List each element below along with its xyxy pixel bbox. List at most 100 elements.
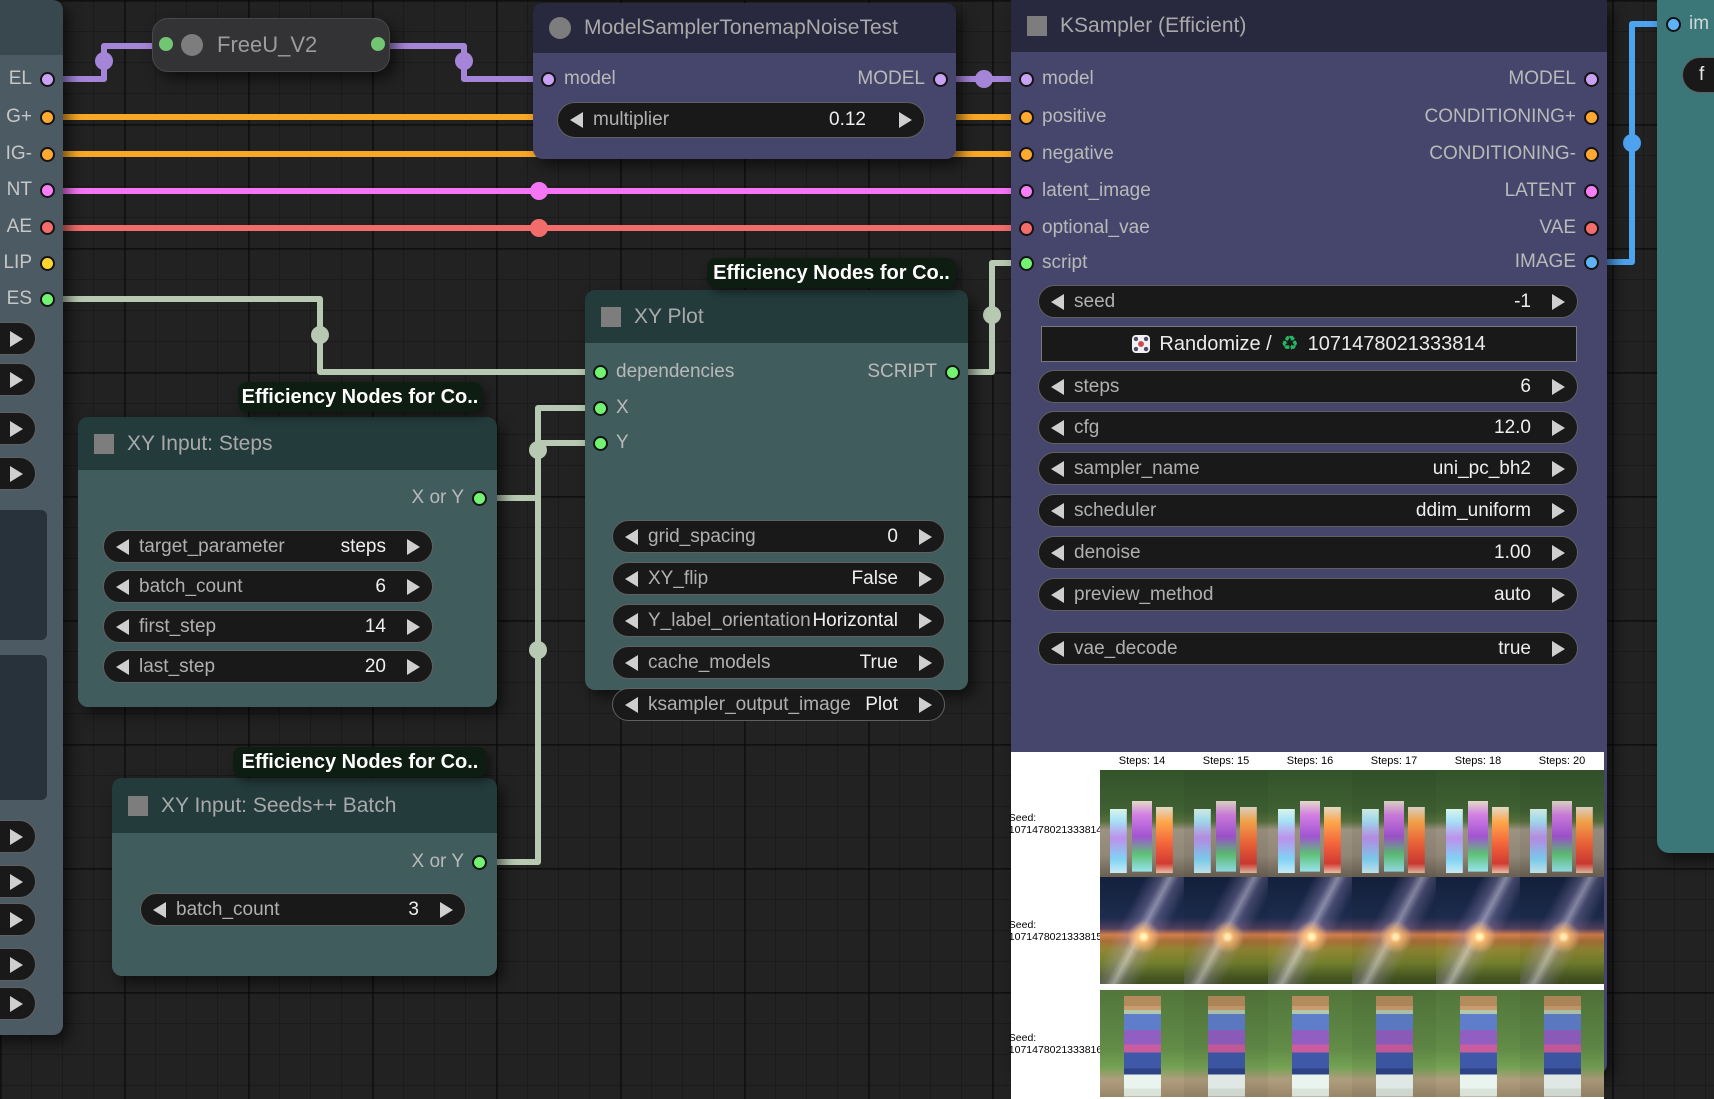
port-dot[interactable] (933, 71, 948, 87)
port-dot[interactable] (472, 490, 487, 506)
cut-widget[interactable] (0, 412, 36, 445)
widget-multiplier[interactable]: multiplier 0.12 (557, 102, 925, 138)
port-dot[interactable] (40, 255, 55, 271)
port-dot[interactable] (541, 71, 556, 87)
port-dot[interactable] (1584, 109, 1599, 125)
port-dot[interactable] (1584, 183, 1599, 199)
output-port-model[interactable]: EL (9, 68, 55, 90)
increment-arrow-icon[interactable] (10, 828, 23, 845)
decrement-arrow-icon[interactable] (1051, 640, 1064, 657)
decrement-arrow-icon[interactable] (1051, 419, 1064, 436)
cut-widget[interactable] (0, 903, 36, 936)
port-dot[interactable] (1584, 220, 1599, 236)
xy-steps-titlebar[interactable]: XY Input: Steps (78, 417, 497, 470)
input-port-optional-vae[interactable]: optional_vae (1019, 217, 1150, 239)
input-port-latent-image[interactable]: latent_image (1019, 180, 1151, 202)
increment-arrow-icon[interactable] (1552, 460, 1565, 477)
output-port-dependencies[interactable]: ES (7, 288, 55, 310)
collapse-square-icon[interactable] (1027, 16, 1047, 36)
widget-seed[interactable]: seed -1 (1038, 285, 1578, 318)
widget-cfg[interactable]: cfg 12.0 (1038, 411, 1578, 444)
output-port-script[interactable]: SCRIPT (867, 361, 960, 383)
increment-arrow-icon[interactable] (919, 696, 932, 713)
output-port-vae[interactable]: AE (7, 216, 55, 238)
port-dot[interactable] (593, 364, 608, 380)
increment-arrow-icon[interactable] (1552, 378, 1565, 395)
output-port-vae[interactable]: VAE (1539, 217, 1599, 239)
decrement-arrow-icon[interactable] (1051, 586, 1064, 603)
decrement-arrow-icon[interactable] (1051, 502, 1064, 519)
widget-scheduler[interactable]: scheduler ddim_uniform (1038, 494, 1578, 527)
cut-widget[interactable] (0, 987, 36, 1020)
port-dot[interactable] (40, 109, 55, 125)
decrement-arrow-icon[interactable] (116, 578, 129, 595)
widget-steps[interactable]: steps 6 (1038, 370, 1578, 403)
port-dot[interactable] (1666, 16, 1681, 32)
increment-arrow-icon[interactable] (1552, 502, 1565, 519)
output-port-latent[interactable]: NT (7, 179, 55, 201)
port-dot[interactable] (593, 435, 608, 451)
increment-arrow-icon[interactable] (10, 465, 23, 482)
input-port-x[interactable]: X (593, 397, 629, 419)
decrement-arrow-icon[interactable] (1051, 293, 1064, 310)
xy-input-seeds-node[interactable]: XY Input: Seeds++ Batch X or Y batch_cou… (112, 778, 497, 976)
decrement-arrow-icon[interactable] (1051, 544, 1064, 561)
cut-widget[interactable] (0, 820, 36, 853)
increment-arrow-icon[interactable] (440, 901, 453, 918)
tonemap-node[interactable]: ModelSamplerTonemapNoiseTest model MODEL… (533, 3, 956, 159)
ksampler-titlebar[interactable]: KSampler (Efficient) (1011, 0, 1607, 52)
port-dot[interactable] (40, 291, 55, 307)
collapse-square-icon[interactable] (94, 433, 114, 454)
widget-first-step[interactable]: first_step 14 (103, 610, 433, 643)
output-port-latent[interactable]: LATENT (1505, 180, 1599, 202)
port-dot[interactable] (1019, 109, 1034, 125)
decrement-arrow-icon[interactable] (625, 612, 638, 629)
input-port-negative[interactable]: negative (1019, 143, 1114, 165)
widget-target-parameter[interactable]: target_parameter steps (103, 530, 433, 563)
xy-seeds-titlebar[interactable]: XY Input: Seeds++ Batch (112, 778, 497, 833)
text-area[interactable] (0, 510, 47, 640)
decrement-arrow-icon[interactable] (116, 618, 129, 635)
increment-arrow-icon[interactable] (10, 330, 23, 347)
increment-arrow-icon[interactable] (919, 612, 932, 629)
decrement-arrow-icon[interactable] (570, 112, 583, 128)
left-partial-node[interactable]: EL G+ IG- NT AE LIP ES (0, 0, 63, 1035)
tonemap-titlebar[interactable]: ModelSamplerTonemapNoiseTest (533, 3, 956, 53)
port-dot[interactable] (1019, 183, 1034, 199)
widget-last-step[interactable]: last_step 20 (103, 650, 433, 683)
freeu-v2-node[interactable]: FreeU_V2 (152, 18, 390, 72)
port-dot[interactable] (40, 71, 55, 87)
output-port-x-or-y[interactable]: X or Y (412, 851, 487, 873)
increment-arrow-icon[interactable] (407, 618, 420, 635)
cut-widget[interactable] (0, 457, 36, 490)
xy-input-steps-node[interactable]: XY Input: Steps X or Y target_parameter … (78, 417, 497, 707)
decrement-arrow-icon[interactable] (153, 901, 166, 918)
port-dot[interactable] (40, 219, 55, 235)
increment-arrow-icon[interactable] (1552, 586, 1565, 603)
cut-widget[interactable] (0, 948, 36, 981)
increment-arrow-icon[interactable] (919, 528, 932, 545)
input-port-script[interactable]: script (1019, 252, 1087, 274)
collapsed-input-dot[interactable] (159, 37, 173, 51)
output-port-cond-minus[interactable]: IG- (6, 143, 55, 165)
input-port-positive[interactable]: positive (1019, 106, 1106, 128)
left-node-titlebar[interactable] (0, 0, 63, 55)
port-dot[interactable] (1019, 220, 1034, 236)
increment-arrow-icon[interactable] (10, 911, 23, 928)
widget-batch-count[interactable]: batch_count 6 (103, 570, 433, 603)
increment-arrow-icon[interactable] (407, 578, 420, 595)
port-dot[interactable] (472, 854, 487, 870)
widget-sampler-name[interactable]: sampler_name uni_pc_bh2 (1038, 452, 1578, 485)
output-port-model[interactable]: MODEL (857, 68, 948, 90)
widget-ksampler-output-image[interactable]: ksampler_output_image Plot (612, 688, 945, 721)
port-dot[interactable] (1584, 146, 1599, 162)
port-dot[interactable] (1019, 146, 1034, 162)
increment-arrow-icon[interactable] (1552, 293, 1565, 310)
decrement-arrow-icon[interactable] (625, 570, 638, 587)
output-port-image[interactable]: IMAGE (1515, 251, 1599, 273)
increment-arrow-icon[interactable] (1552, 544, 1565, 561)
port-dot[interactable] (945, 364, 960, 380)
collapse-square-icon[interactable] (128, 795, 148, 816)
port-dot[interactable] (1584, 254, 1599, 270)
